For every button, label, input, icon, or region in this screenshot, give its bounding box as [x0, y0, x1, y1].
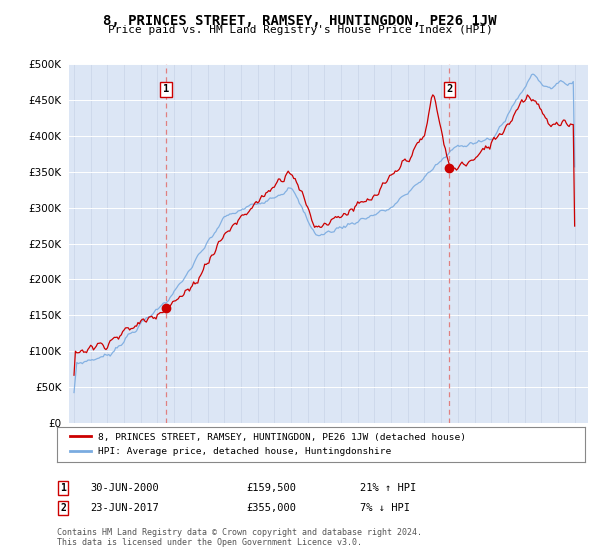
- Text: 23-JUN-2017: 23-JUN-2017: [90, 503, 159, 513]
- Text: £355,000: £355,000: [246, 503, 296, 513]
- Text: 1: 1: [60, 483, 66, 493]
- Text: 21% ↑ HPI: 21% ↑ HPI: [360, 483, 416, 493]
- Text: Contains HM Land Registry data © Crown copyright and database right 2024.
This d: Contains HM Land Registry data © Crown c…: [57, 528, 422, 547]
- Text: 7% ↓ HPI: 7% ↓ HPI: [360, 503, 410, 513]
- Text: 1: 1: [163, 85, 169, 95]
- Text: 2: 2: [446, 85, 452, 95]
- Text: 30-JUN-2000: 30-JUN-2000: [90, 483, 159, 493]
- Legend: 8, PRINCES STREET, RAMSEY, HUNTINGDON, PE26 1JW (detached house), HPI: Average p: 8, PRINCES STREET, RAMSEY, HUNTINGDON, P…: [64, 427, 472, 462]
- Text: 2: 2: [60, 503, 66, 513]
- Text: 8, PRINCES STREET, RAMSEY, HUNTINGDON, PE26 1JW: 8, PRINCES STREET, RAMSEY, HUNTINGDON, P…: [103, 14, 497, 28]
- Text: Price paid vs. HM Land Registry's House Price Index (HPI): Price paid vs. HM Land Registry's House …: [107, 25, 493, 35]
- Text: £159,500: £159,500: [246, 483, 296, 493]
